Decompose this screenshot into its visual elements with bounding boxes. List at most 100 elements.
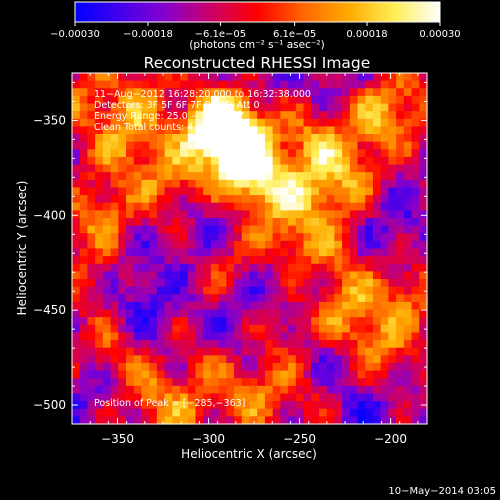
heatmap-cell <box>388 347 397 356</box>
heatmap-cell <box>288 172 297 181</box>
heatmap-cell <box>195 111 204 120</box>
heatmap-cell <box>126 309 135 318</box>
heatmap-cell <box>419 179 428 189</box>
heatmap-cell <box>226 217 235 227</box>
heatmap-cell <box>303 309 312 318</box>
heatmap-cell <box>380 126 390 135</box>
heatmap-cell <box>234 370 243 379</box>
heatmap-cell <box>257 385 266 395</box>
heatmap-cell <box>318 393 328 402</box>
heatmap-cell <box>241 263 251 272</box>
heatmap-cell <box>280 233 289 242</box>
heatmap-cell <box>295 126 305 135</box>
heatmap-cell <box>280 256 289 265</box>
heatmap-cell <box>226 156 235 166</box>
heatmap-cell <box>218 126 227 135</box>
heatmap-cell <box>95 95 104 105</box>
heatmap-cell <box>349 263 359 272</box>
heatmap-cell <box>419 134 428 143</box>
heatmap-cell <box>218 370 227 379</box>
heatmap-cell <box>79 210 89 219</box>
heatmap-cell <box>234 103 243 112</box>
heatmap-cell <box>403 187 413 196</box>
heatmap-cell <box>272 393 281 402</box>
heatmap-cell <box>241 73 251 82</box>
heatmap-cell <box>380 156 390 166</box>
heatmap-cell <box>372 195 382 204</box>
heatmap-cell <box>141 317 150 326</box>
heatmap-cell <box>172 370 181 379</box>
heatmap-cell <box>249 80 258 89</box>
heatmap-cell <box>342 408 351 417</box>
heatmap-cell <box>164 332 173 341</box>
heatmap-cell <box>288 378 297 387</box>
heatmap-cell <box>95 73 104 82</box>
heatmap-cell <box>257 225 266 234</box>
heatmap-cell <box>249 294 258 303</box>
heatmap-cell <box>156 141 166 150</box>
heatmap-cell <box>403 195 413 204</box>
heatmap-cell <box>342 362 351 372</box>
heatmap-cell <box>326 217 335 227</box>
heatmap-cell <box>218 378 227 387</box>
heatmap-cell <box>241 134 251 143</box>
heatmap-cell <box>303 111 312 120</box>
heatmap-cell <box>318 301 328 311</box>
heatmap-cell <box>249 126 258 135</box>
heatmap-cell <box>372 103 382 112</box>
heatmap-cell <box>334 164 343 173</box>
heatmap-cell <box>311 294 320 303</box>
heatmap-cell <box>149 347 158 356</box>
heatmap-cell <box>372 179 382 189</box>
heatmap-cell <box>288 317 297 326</box>
heatmap-cell <box>126 362 135 372</box>
heatmap-cell <box>272 164 281 173</box>
heatmap-cell <box>334 225 343 234</box>
heatmap-cell <box>195 279 204 288</box>
heatmap-cell <box>365 217 374 227</box>
heatmap-cell <box>280 179 289 189</box>
heatmap-cell <box>264 80 274 89</box>
heatmap-cell <box>311 172 320 181</box>
heatmap-cell <box>264 279 274 288</box>
heatmap-cell <box>226 179 235 189</box>
heatmap-cell <box>249 263 258 272</box>
heatmap-cell <box>234 416 243 425</box>
heatmap-cell <box>411 103 420 112</box>
heatmap-cell <box>295 149 305 158</box>
heatmap-cell <box>126 286 135 295</box>
heatmap-cell <box>249 271 258 280</box>
heatmap-cell <box>303 240 312 250</box>
heatmap-cell <box>380 134 390 143</box>
heatmap-cell <box>79 225 89 234</box>
heatmap-cell <box>272 172 281 181</box>
heatmap-cell <box>133 179 143 189</box>
heatmap <box>72 73 428 425</box>
heatmap-cell <box>342 233 351 242</box>
heatmap-cell <box>288 225 297 234</box>
heatmap-cell <box>102 233 112 242</box>
heatmap-cell <box>264 149 274 158</box>
heatmap-cell <box>172 118 181 128</box>
heatmap-cell <box>280 217 289 227</box>
heatmap-cell <box>288 149 297 158</box>
heatmap-cell <box>172 164 181 173</box>
heatmap-cell <box>249 317 258 326</box>
heatmap-cell <box>141 111 150 120</box>
heatmap-cell <box>372 408 382 417</box>
heatmap-cell <box>102 271 112 280</box>
heatmap-cell <box>218 111 227 120</box>
heatmap-cell <box>79 88 89 97</box>
heatmap-cell <box>102 118 112 128</box>
heatmap-cell <box>411 217 420 227</box>
heatmap-cell <box>311 286 320 295</box>
heatmap-cell <box>334 73 343 82</box>
heatmap-cell <box>195 332 204 341</box>
heatmap-cell <box>342 141 351 150</box>
heatmap-cell <box>272 317 281 326</box>
heatmap-cell <box>349 95 359 105</box>
heatmap-cell <box>372 164 382 173</box>
heatmap-cell <box>210 286 220 295</box>
heatmap-cell <box>95 217 104 227</box>
heatmap-cell <box>303 141 312 150</box>
